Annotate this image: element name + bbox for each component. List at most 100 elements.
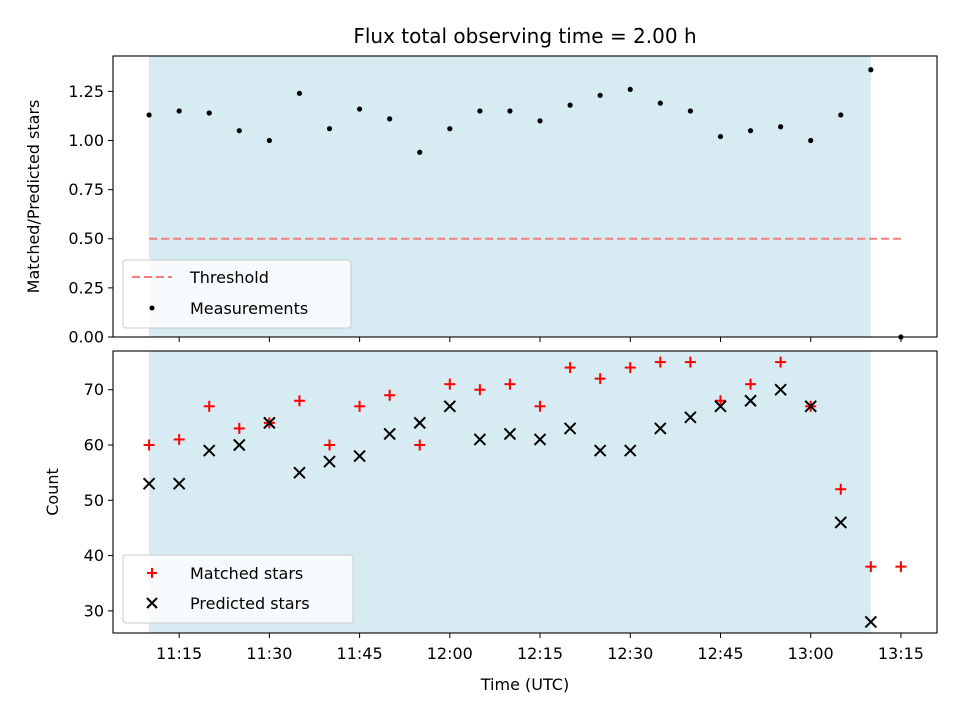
measurement-point xyxy=(838,112,844,118)
predicted-stars-point xyxy=(323,455,336,468)
predicted-stars-point xyxy=(233,438,246,452)
predicted-stars-point xyxy=(864,615,878,629)
count-x-tick-label: 11:30 xyxy=(246,644,292,663)
count-x-ticks: 11:15 11:30 11:45 12:00 12:15 12:30 12:45 13:00… xyxy=(156,633,924,663)
count-x-tick-label: 11:45 xyxy=(337,644,383,663)
ratio-y-tick-label: 1.25 xyxy=(68,82,104,101)
predicted-stars-point xyxy=(744,394,757,407)
measurement-point xyxy=(778,124,784,130)
predicted-stars-point xyxy=(203,444,216,457)
measurement-point xyxy=(537,118,543,124)
predicted-stars-point xyxy=(142,477,156,490)
matched-stars-legend-swatch xyxy=(147,568,157,578)
measurements-legend-swatch xyxy=(149,305,155,311)
count-x-tick-label: 12:30 xyxy=(607,644,653,663)
predicted-stars-point xyxy=(172,477,186,490)
count-y-tick-label: 30 xyxy=(84,601,104,620)
matched-stars-point xyxy=(384,389,396,401)
predicted-stars-legend-swatch xyxy=(146,597,158,609)
predicted-stars-point xyxy=(563,422,577,435)
count-x-tick-label: 12:00 xyxy=(427,644,473,663)
matched-stars-point xyxy=(714,395,726,407)
x-axis-label: Time (UTC) xyxy=(480,675,569,694)
measurement-point xyxy=(477,108,483,114)
measurement-point xyxy=(176,108,182,114)
matched-stars-point xyxy=(354,400,366,412)
matched-stars-point xyxy=(203,400,215,412)
predicted-stars-points xyxy=(142,383,878,629)
count-y-tick-label: 60 xyxy=(84,436,104,455)
matched-stars-point xyxy=(143,439,155,451)
measurement-point xyxy=(657,100,663,106)
predicted-stars-point xyxy=(624,444,637,457)
ratio-y-axis-label: Matched/Predicted stars xyxy=(24,100,43,294)
count-legend-box xyxy=(122,554,354,624)
ratio-y-tick-label: 0.00 xyxy=(68,328,104,347)
ratio-axes-frame xyxy=(112,55,938,338)
count-y-tick-label: 50 xyxy=(84,491,104,510)
ratio-y-tick-label: 1.00 xyxy=(68,131,104,150)
ratio-legend: Threshold Measurements xyxy=(122,259,352,329)
count-axes-frame xyxy=(112,350,938,634)
predicted-stars-point xyxy=(293,466,306,479)
predicted-stars-point xyxy=(684,411,697,424)
predicted-stars-point xyxy=(774,383,787,396)
measurement-point xyxy=(146,112,152,118)
measurement-point xyxy=(597,92,603,98)
ratio-legend-box xyxy=(122,259,352,329)
measurements-legend-label: Measurements xyxy=(190,299,308,318)
count-panel: 30 40 50 60 70 11:15 11:30 11:45 12:00 12:15 12:3… xyxy=(43,350,938,694)
matched-stars-point xyxy=(504,378,516,390)
matched-stars-point xyxy=(654,356,666,368)
measurement-point xyxy=(627,86,633,93)
predicted-stars-point xyxy=(443,400,457,413)
count-x-tick-label: 11:15 xyxy=(156,644,202,663)
predicted-stars-point xyxy=(533,433,547,446)
matched-stars-point xyxy=(173,433,185,445)
count-x-tick-label: 13:15 xyxy=(878,644,924,663)
predicted-stars-point xyxy=(473,433,487,446)
matched-stars-point xyxy=(564,362,576,374)
predicted-stars-point xyxy=(714,400,727,413)
matched-stars-legend-label: Matched stars xyxy=(190,564,303,583)
matched-stars-point xyxy=(745,378,757,390)
matched-stars-point xyxy=(594,373,606,385)
measurement-point xyxy=(356,106,363,112)
predicted-stars-point xyxy=(503,427,517,441)
threshold-legend-label: Threshold xyxy=(189,268,269,287)
chart-title: Flux total observing time = 2.00 h xyxy=(353,24,696,48)
count-x-tick-label: 13:00 xyxy=(788,644,834,663)
matched-stars-point xyxy=(865,561,877,573)
matched-stars-point xyxy=(684,356,696,368)
matched-stars-point xyxy=(835,483,847,495)
predicted-stars-point xyxy=(413,416,426,430)
measurement-point xyxy=(717,133,724,140)
measurement-point xyxy=(296,90,303,96)
count-x-tick-label: 12:45 xyxy=(697,644,743,663)
matched-stars-point xyxy=(324,439,336,451)
measurement-point xyxy=(747,128,754,134)
ratio-x-ticks xyxy=(178,337,902,342)
measurement-point xyxy=(868,67,874,73)
measurement-points xyxy=(146,67,904,340)
measurement-point xyxy=(417,149,423,155)
ratio-y-tick-label: 0.25 xyxy=(68,278,104,297)
matched-stars-point xyxy=(775,356,787,368)
predicted-stars-point xyxy=(654,422,667,435)
count-legend: Matched stars Predicted stars xyxy=(122,554,354,624)
matched-stars-point xyxy=(474,384,486,396)
measurement-point xyxy=(266,137,272,144)
matched-stars-point xyxy=(233,422,245,434)
matched-stars-point xyxy=(534,400,546,412)
measurement-point xyxy=(326,126,333,132)
count-y-tick-label: 70 xyxy=(84,380,104,399)
predicted-stars-point xyxy=(834,516,847,529)
measurement-point xyxy=(507,108,513,114)
measurement-point xyxy=(206,110,212,116)
measurement-point xyxy=(808,137,814,144)
ratio-y-ticks: 0.00 0.25 0.50 0.75 1.00 1.25 xyxy=(68,82,113,347)
matched-stars-point xyxy=(414,439,426,451)
predicted-stars-point xyxy=(593,444,607,457)
predicted-stars-point xyxy=(804,400,817,413)
